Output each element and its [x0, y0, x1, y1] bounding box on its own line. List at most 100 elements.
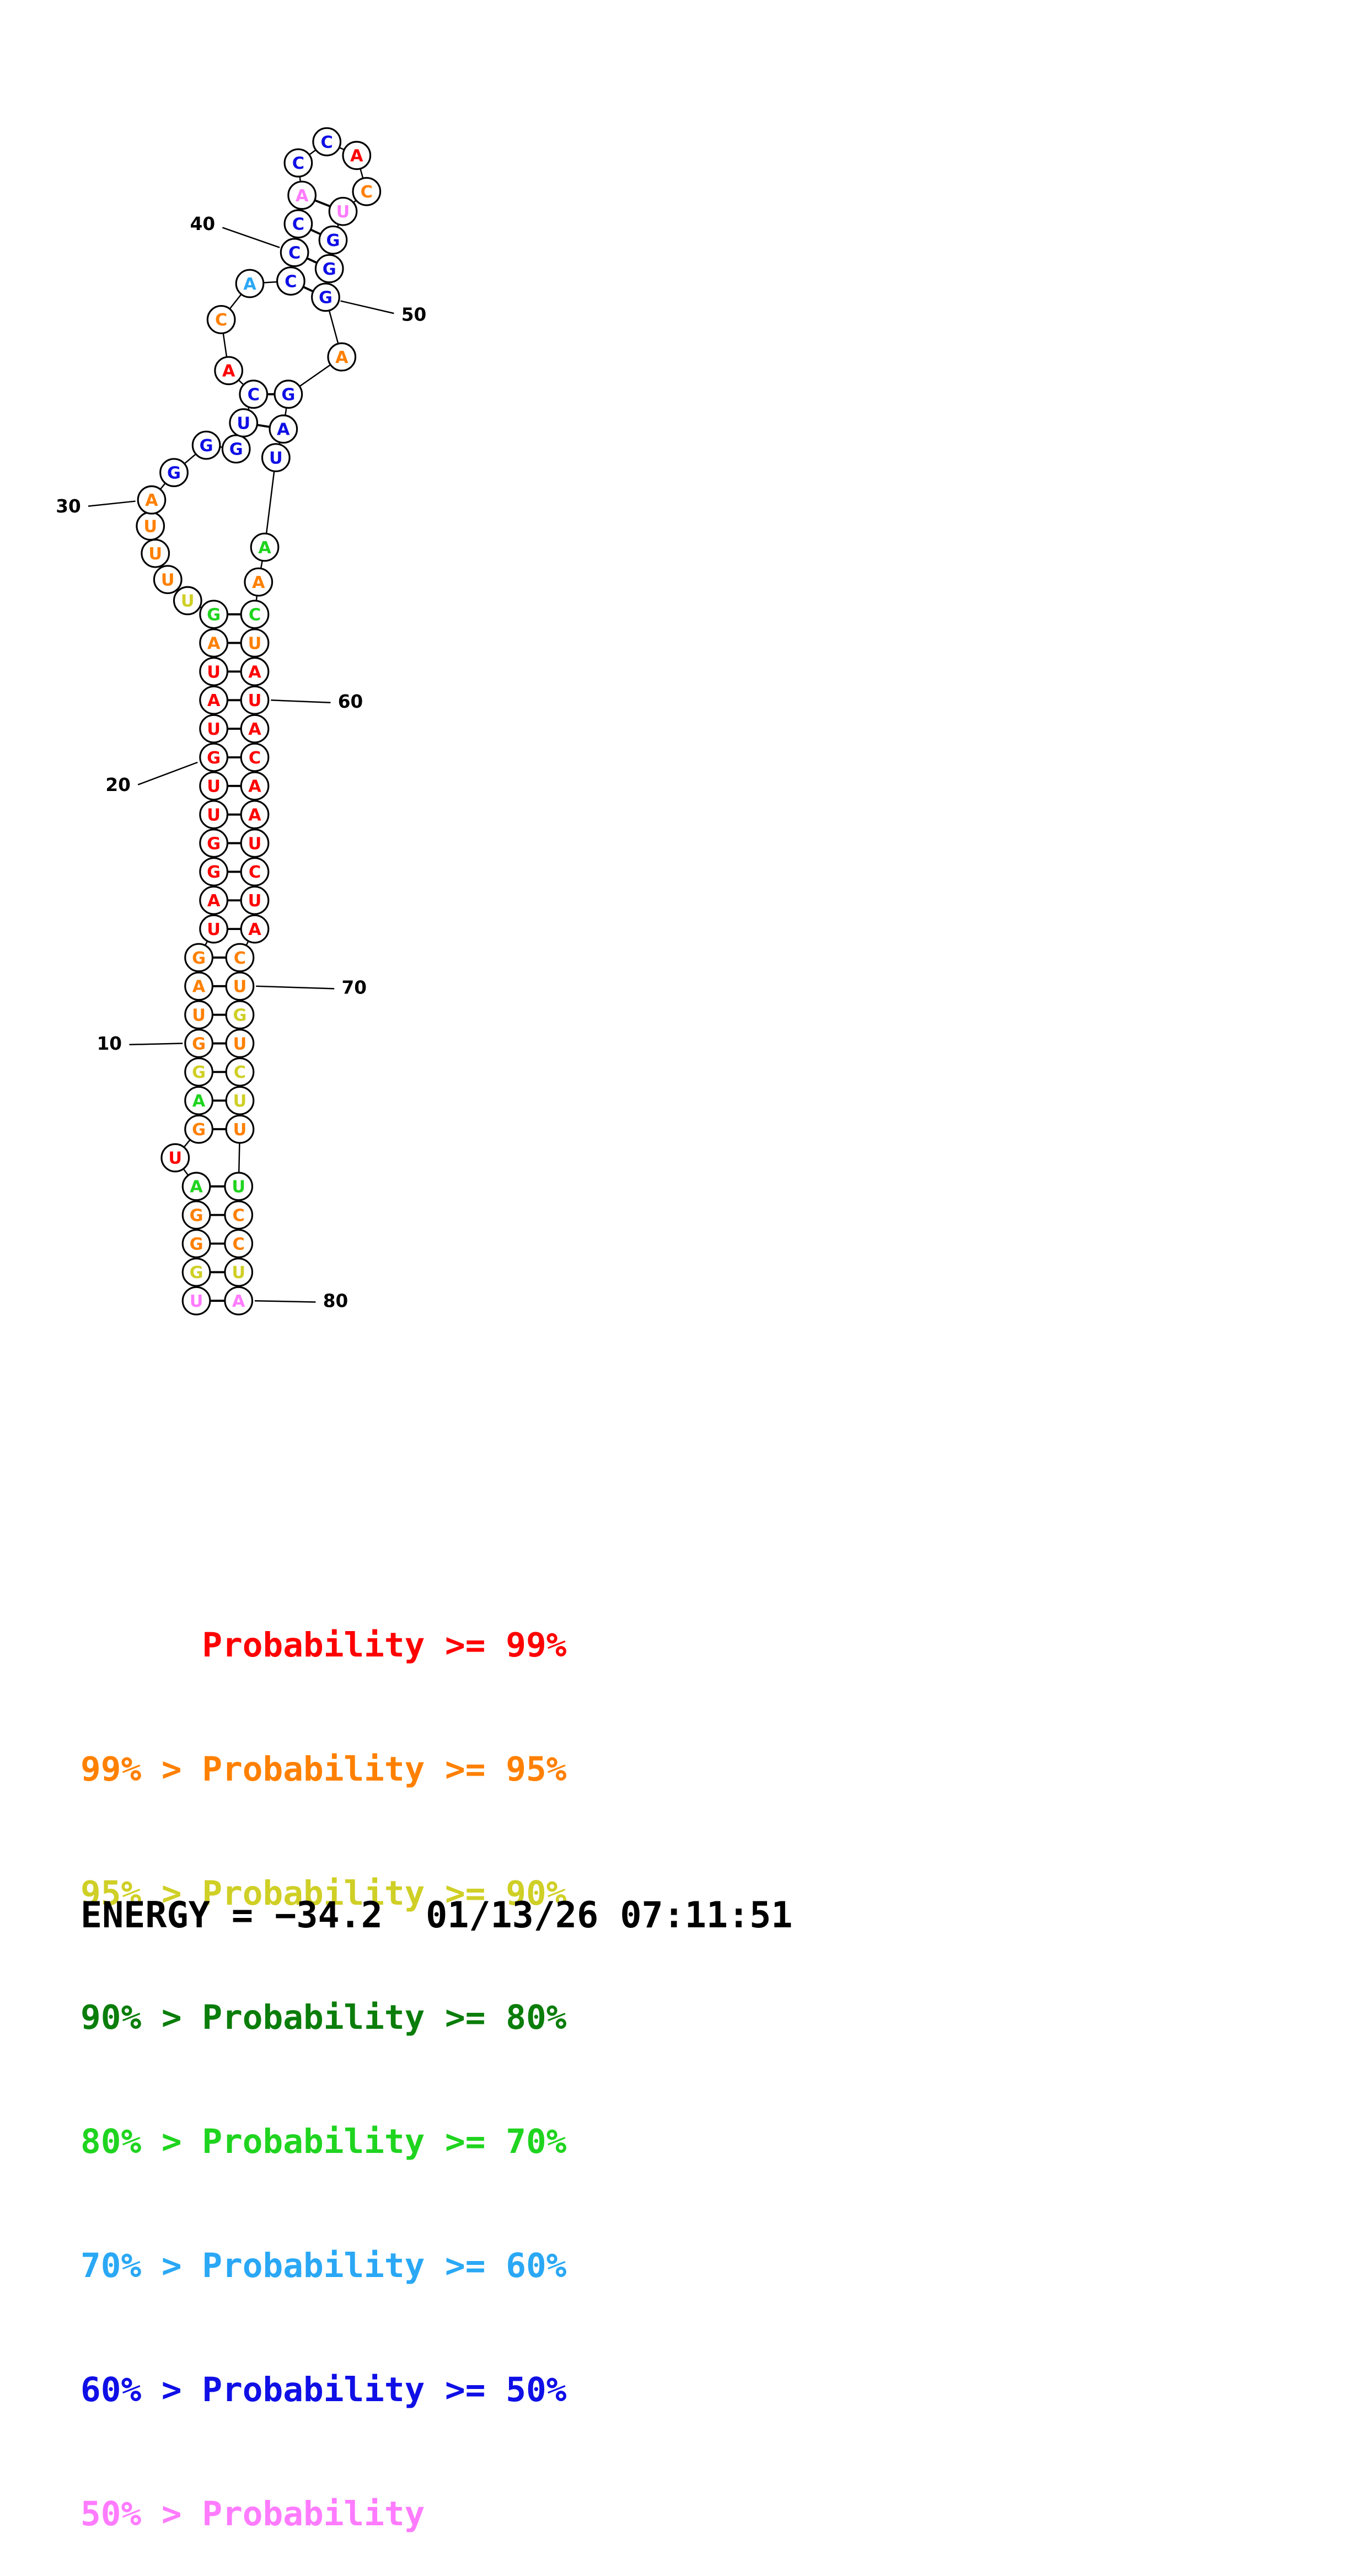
nucleotide-base: G [200, 436, 213, 456]
nucleotide-circle [311, 282, 340, 312]
legend-entry-label: 50% > Probability [81, 2494, 425, 2534]
nucleotide-circle [240, 914, 270, 944]
position-label: 20 [105, 774, 130, 795]
nucleotide-base: G [207, 606, 221, 625]
nucleotide-base: C [233, 1206, 245, 1225]
backbone-segment [264, 457, 277, 548]
nucleotide-base: A [248, 662, 261, 682]
nucleotide-circle [160, 1143, 190, 1173]
nucleotide-base: U [181, 592, 195, 611]
nucleotide-base: A [207, 891, 221, 911]
nucleotide-base: U [233, 977, 247, 997]
nucleotide-circle [225, 1057, 255, 1087]
nucleotide-base: C [248, 385, 260, 404]
nucleotide-circle [342, 141, 372, 170]
nucleotide-circle [159, 458, 189, 488]
nucleotide-base: G [167, 464, 181, 483]
nucleotide-base: G [190, 1206, 203, 1225]
legend-entry-label: Probability >= 99% [202, 1626, 567, 1665]
nucleotide-base: A [192, 977, 206, 997]
nucleotide-base: C [233, 1234, 245, 1254]
nucleotide-circle [153, 565, 183, 594]
nucleotide-base: U [207, 720, 221, 739]
nucleotide-base: G [281, 385, 295, 404]
nucleotide-base: A [248, 920, 261, 939]
nucleotide-circle [184, 1114, 213, 1144]
nucleotide-base: A [277, 420, 290, 440]
position-label: 60 [338, 691, 363, 712]
nucleotide-base: U [233, 1092, 247, 1111]
nucleotide-circle [328, 196, 358, 226]
nucleotide-circle [229, 408, 259, 437]
nucleotide-circle [287, 180, 317, 210]
nucleotide-base: U [192, 1006, 206, 1025]
nucleotide-circle [206, 305, 236, 334]
nucleotide-base: U [233, 1034, 247, 1054]
position-label: 30 [56, 496, 81, 517]
nucleotide-circle [184, 1057, 213, 1087]
legend-entry: 90% > Probability >= 80% [81, 1997, 566, 2038]
nucleotide-circle [225, 1029, 255, 1058]
nucleotide-base: U [248, 691, 262, 710]
nucleotide-base: C [288, 243, 301, 263]
nucleotide-circle [225, 971, 255, 1001]
nucleotide-circle [314, 254, 344, 284]
nucleotide-circle [225, 1086, 255, 1115]
label-leader-line [88, 500, 136, 507]
legend-entry: 80% > Probability >= 70% [81, 2121, 566, 2162]
nucleotide-base: U [232, 1263, 245, 1282]
nucleotide-base: A [222, 362, 235, 381]
nucleotide-circle [184, 971, 213, 1001]
nucleotide-base: U [269, 448, 283, 468]
nucleotide-circle [181, 1172, 211, 1201]
nucleotide-base: A [335, 348, 349, 367]
nucleotide-circle [274, 380, 303, 409]
nucleotide-circle [327, 342, 357, 372]
nucleotide-base: G [233, 1006, 246, 1025]
nucleotide-base: U [232, 1178, 245, 1197]
nucleotide-base: G [326, 231, 340, 250]
nucleotide-circle [199, 800, 228, 830]
nucleotide-circle [239, 380, 269, 409]
nucleotide-circle [240, 685, 270, 715]
nucleotide-circle [235, 269, 265, 298]
label-leader-line [256, 985, 335, 990]
nucleotide-circle [199, 685, 228, 715]
nucleotide-base: G [192, 949, 206, 968]
position-label: 40 [190, 213, 215, 234]
nucleotide-base: A [350, 147, 363, 166]
label-leader-line [137, 761, 198, 785]
nucleotide-circle [224, 1229, 254, 1258]
nucleotide-base: C [215, 311, 227, 330]
nucleotide-base: A [192, 1092, 206, 1111]
page: { "page": { "background": "#ffffff" }, "… [56, 127, 793, 2534]
nucleotide-base: U [207, 662, 221, 682]
nucleotide-circle [225, 1114, 255, 1144]
nucleotide-base: A [145, 491, 158, 510]
nucleotide-circle [225, 1000, 255, 1030]
nucleotide-base: G [207, 863, 221, 882]
nucleotide-circle [269, 414, 298, 444]
nucleotide-base: G [207, 834, 221, 853]
nucleotide-circle [225, 943, 255, 972]
nucleotide-base: A [190, 1178, 203, 1197]
nucleotide-base: A [207, 634, 221, 653]
nucleotide-circle [137, 485, 167, 515]
nucleotide-base: U [248, 634, 262, 653]
energy-text: ENERGY = −34.2 01/13/26 07:11:51 [81, 1895, 793, 1936]
nucleotide-base: G [319, 288, 333, 308]
nucleotide-base: U [190, 1292, 203, 1311]
position-label: 70 [342, 977, 367, 998]
nucleotide-base: U [233, 1120, 247, 1140]
nucleotide-circle [199, 657, 228, 686]
nucleotide-base: C [249, 749, 261, 768]
nucleotide-circle [191, 430, 221, 460]
nucleotide-circle [199, 771, 228, 801]
legend-entry-label: 70% > Probability >= 60% [81, 2246, 567, 2285]
nucleotide-base: A [296, 186, 309, 206]
nucleotide-circle [184, 943, 213, 972]
legend-entry-label: 90% > Probability >= 80% [81, 1998, 567, 2037]
nucleotide-circle [199, 914, 228, 944]
nucleotide-circle [250, 532, 280, 562]
